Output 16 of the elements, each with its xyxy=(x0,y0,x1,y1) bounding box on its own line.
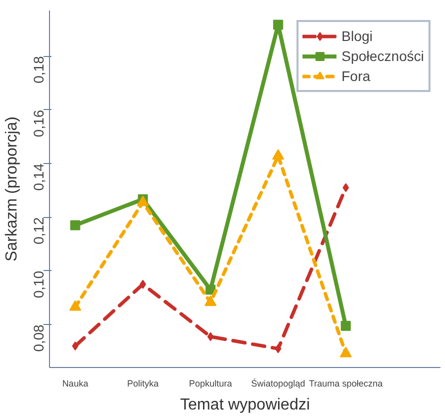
y-axis-title: Sarkazm (proporcja) xyxy=(4,116,20,262)
x-tick-label: Światopogląd xyxy=(251,378,306,388)
x-tick-label: Nauka xyxy=(62,378,88,388)
x-axis-title: Temat wypowiedzi xyxy=(180,396,310,414)
y-tick-label: 0,08 xyxy=(30,324,46,352)
x-tick-label: Trauma społeczna xyxy=(308,378,383,388)
x-tick-label: Polityka xyxy=(127,378,159,388)
y-tick-label: 0,14 xyxy=(30,163,46,191)
y-tick-label: 0,10 xyxy=(30,270,46,298)
legend-label: Fora xyxy=(342,68,370,84)
x-tick-label: Popkultura xyxy=(188,378,232,388)
y-tick-label: 0,16 xyxy=(30,110,46,138)
legend-label: Społeczności xyxy=(342,48,424,64)
legend-label: Blogi xyxy=(342,28,373,44)
y-tick-label: 0,12 xyxy=(30,216,46,244)
y-tick-label: 0,18 xyxy=(30,56,46,84)
